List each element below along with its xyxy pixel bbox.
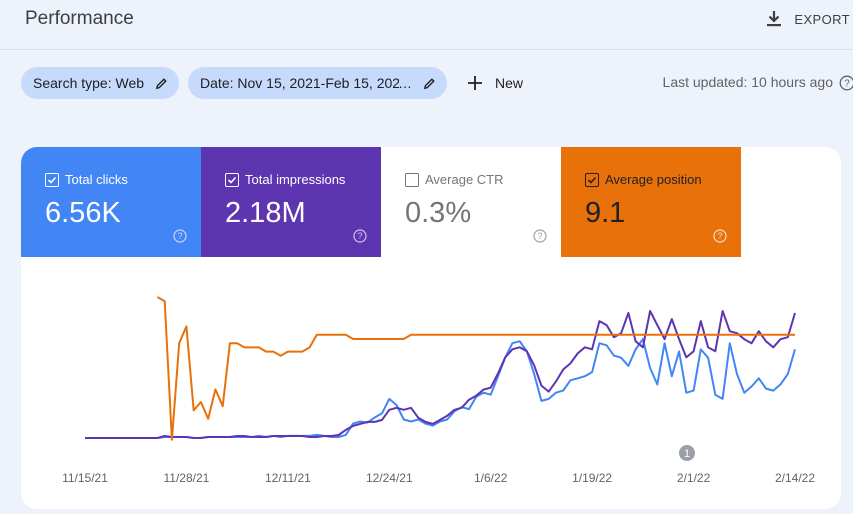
performance-chart: 11/15/21 11/28/21 12/11/21 12/24/21 1/6/22 1/…	[21, 257, 841, 509]
page-header: Performance EXPORT	[0, 0, 853, 50]
edit-pencil-icon	[423, 77, 435, 89]
annotation-marker[interactable]: 1	[679, 445, 695, 461]
date-range-label: Date: Nov 15, 2021-Feb 15, 2022	[200, 75, 400, 91]
help-icon[interactable]: ?	[713, 229, 727, 243]
series-line-average-position	[156, 296, 795, 441]
x-tick-label: 2/14/22	[775, 471, 815, 485]
metric-label: Total clicks	[65, 172, 128, 187]
date-range-chip[interactable]: Date: Nov 15, 2021-Feb 15, 2022 …	[188, 67, 448, 99]
export-button[interactable]: EXPORT	[764, 8, 850, 30]
new-filter-button[interactable]: New	[466, 74, 523, 92]
series-line-total-impressions	[85, 310, 796, 439]
checkbox-checked-icon[interactable]	[45, 172, 59, 187]
search-type-label: Search type: Web	[33, 75, 145, 91]
performance-card: Total clicks 6.56K ? Total impressions 2…	[21, 147, 841, 509]
help-icon[interactable]: ?	[173, 229, 187, 243]
x-tick-label: 1/6/22	[474, 471, 508, 485]
svg-text:?: ?	[177, 231, 182, 241]
last-updated-text: Last updated: 10 hours ago	[662, 74, 833, 90]
plus-icon	[468, 76, 483, 90]
svg-text:?: ?	[844, 79, 850, 90]
svg-text:?: ?	[357, 231, 362, 241]
metric-total-impressions[interactable]: Total impressions 2.18M ?	[201, 147, 381, 257]
new-filter-label: New	[495, 75, 524, 91]
x-tick-label: 12/11/21	[265, 471, 311, 485]
metric-value: 0.3%	[405, 197, 472, 229]
x-tick-label: 1/19/22	[572, 471, 612, 485]
download-icon	[767, 11, 782, 27]
checkbox-checked-icon[interactable]	[225, 172, 239, 187]
metric-label: Total impressions	[245, 172, 346, 187]
help-icon[interactable]: ?	[839, 75, 853, 91]
metric-label: Average position	[605, 172, 702, 187]
annotation-label: 1	[684, 448, 690, 460]
svg-text:?: ?	[537, 231, 542, 241]
help-icon[interactable]: ?	[533, 229, 547, 243]
metric-total-clicks[interactable]: Total clicks 6.56K ?	[21, 147, 201, 257]
x-tick-label: 11/28/21	[163, 471, 209, 485]
x-tick-label: 12/24/21	[366, 471, 413, 485]
metric-label: Average CTR	[425, 172, 504, 187]
help-icon[interactable]: ?	[353, 229, 367, 243]
metric-average-position[interactable]: Average position 9.1 ?	[561, 147, 741, 257]
export-label: EXPORT	[794, 11, 850, 27]
checkbox-checked-icon[interactable]	[585, 172, 599, 187]
metric-value: 2.18M	[225, 197, 306, 229]
metric-value: 6.56K	[45, 197, 121, 229]
page-title: Performance	[25, 8, 134, 29]
line-chart-svg: 11/15/21 11/28/21 12/11/21 12/24/21 1/6/22 1/…	[62, 296, 815, 485]
filter-bar: Search type: Web Date: Nov 15, 2021-Feb …	[21, 67, 523, 99]
svg-text:?: ?	[717, 231, 722, 241]
checkbox-unchecked-icon[interactable]	[405, 172, 419, 187]
metric-average-ctr[interactable]: Average CTR 0.3% ?	[381, 147, 561, 257]
metric-tabs: Total clicks 6.56K ? Total impressions 2…	[21, 147, 741, 257]
x-tick-label: 11/15/21	[62, 471, 108, 485]
metric-value: 9.1	[585, 197, 626, 229]
edit-pencil-icon	[155, 77, 167, 89]
x-tick-label: 2/1/22	[677, 471, 711, 485]
search-type-chip[interactable]: Search type: Web	[21, 67, 180, 99]
